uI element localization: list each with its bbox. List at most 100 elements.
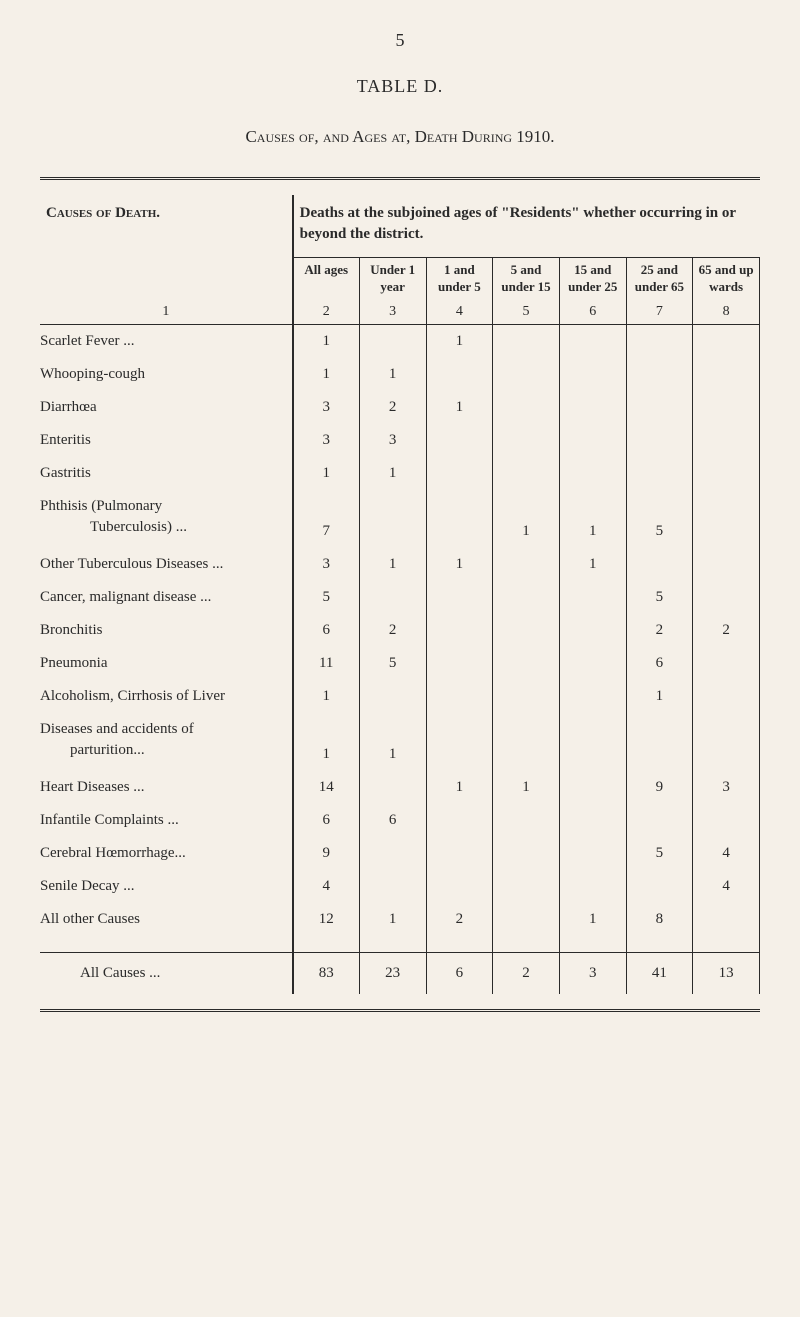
data-cell [359, 713, 426, 738]
cause-label: Whooping-cough [40, 358, 293, 391]
data-cell [359, 490, 426, 515]
table-row: Senile Decay ... 4 4 [40, 870, 760, 903]
bottom-double-rule [40, 1009, 760, 1012]
data-cell [693, 713, 760, 738]
table-row: Heart Diseases ... 14 1 1 9 3 [40, 771, 760, 804]
data-cell [693, 581, 760, 614]
cause-label: Senile Decay ... [40, 870, 293, 903]
data-cell [559, 391, 626, 424]
data-cell: 5 [626, 515, 693, 548]
cause-label: Other Tuberculous Diseases ... [40, 548, 293, 581]
data-cell: 11 [293, 647, 360, 680]
data-cell [626, 738, 693, 771]
data-cell [626, 391, 693, 424]
data-cell: 5 [359, 647, 426, 680]
cause-label: Bronchitis [40, 614, 293, 647]
table-row: All other Causes 12 1 2 1 8 [40, 903, 760, 936]
data-cell: 1 [559, 548, 626, 581]
cause-label: Diseases and accidents of [40, 713, 293, 738]
data-cell: 3 [293, 391, 360, 424]
data-cell: 2 [626, 614, 693, 647]
table-row: Phthisis (Pulmonary [40, 490, 760, 515]
totals-row: All Causes ... 83 23 6 2 3 41 13 [40, 952, 760, 994]
data-cell [359, 870, 426, 903]
data-cell: 12 [293, 903, 360, 936]
causes-of-death-header: Causes of Death. [40, 195, 293, 300]
data-cell [626, 457, 693, 490]
data-cell [426, 490, 493, 515]
data-cell [493, 903, 560, 936]
totals-cell: 83 [293, 952, 360, 994]
age-header-all: All ages [293, 258, 360, 300]
data-cell [626, 870, 693, 903]
data-cell: 3 [293, 424, 360, 457]
data-cell [493, 548, 560, 581]
data-cell [693, 647, 760, 680]
data-cell [426, 713, 493, 738]
data-cell: 5 [626, 837, 693, 870]
table-row: Tuberculosis) ... 7 1 1 5 [40, 515, 760, 548]
cause-label: Alcoholism, Cirrhosis of Liver [40, 680, 293, 713]
data-cell [559, 771, 626, 804]
data-cell: 1 [559, 515, 626, 548]
cause-label: Scarlet Fever ... [40, 324, 293, 358]
data-cell [559, 490, 626, 515]
totals-cell: 13 [693, 952, 760, 994]
page-number: 5 [40, 30, 760, 51]
data-cell: 4 [693, 837, 760, 870]
data-cell [493, 870, 560, 903]
table-subtitle: Causes of, and Ages at, Death During 191… [40, 127, 760, 147]
table-row: Infantile Complaints ... 6 6 [40, 804, 760, 837]
data-cell [426, 457, 493, 490]
table-row: Other Tuberculous Diseases ... 3 1 1 1 [40, 548, 760, 581]
data-cell [559, 424, 626, 457]
data-cell [493, 713, 560, 738]
data-cell: 1 [359, 903, 426, 936]
data-cell [493, 358, 560, 391]
table-row: Cancer, malignant disease ... 5 5 [40, 581, 760, 614]
totals-cell: 6 [426, 952, 493, 994]
data-cell [293, 490, 360, 515]
cause-label: Tuberculosis) ... [40, 515, 293, 548]
data-cell [626, 324, 693, 358]
data-cell: 1 [493, 515, 560, 548]
data-cell: 1 [293, 324, 360, 358]
data-cell [426, 614, 493, 647]
totals-cell: 41 [626, 952, 693, 994]
data-cell: 9 [626, 771, 693, 804]
col-num-3: 3 [359, 300, 426, 325]
death-causes-table: Causes of Death. Deaths at the subjoined… [40, 195, 760, 994]
data-cell [693, 903, 760, 936]
data-cell: 1 [426, 324, 493, 358]
data-cell [559, 837, 626, 870]
col-num-7: 7 [626, 300, 693, 325]
age-header-1to5: 1 and under 5 [426, 258, 493, 300]
table-row: Diarrhœa 3 2 1 [40, 391, 760, 424]
cause-label: Infantile Complaints ... [40, 804, 293, 837]
totals-label: All Causes ... [40, 952, 293, 994]
data-cell: 3 [693, 771, 760, 804]
data-cell [693, 358, 760, 391]
cause-label: Gastritis [40, 457, 293, 490]
data-cell [426, 680, 493, 713]
data-cell: 1 [426, 771, 493, 804]
table-row: Pneumonia 11 5 6 [40, 647, 760, 680]
data-cell [493, 647, 560, 680]
data-cell [359, 581, 426, 614]
table-row: Whooping-cough 1 1 [40, 358, 760, 391]
data-cell [426, 581, 493, 614]
col-num-6: 6 [559, 300, 626, 325]
data-cell [493, 457, 560, 490]
data-cell [626, 713, 693, 738]
data-cell: 6 [293, 614, 360, 647]
table-row: Diseases and accidents of [40, 713, 760, 738]
data-cell: 1 [426, 391, 493, 424]
data-cell [493, 680, 560, 713]
data-cell [626, 424, 693, 457]
header-description: Deaths at the subjoined ages of "Residen… [293, 195, 760, 258]
data-cell [493, 804, 560, 837]
data-cell [359, 771, 426, 804]
data-cell: 1 [359, 358, 426, 391]
data-cell [426, 647, 493, 680]
data-cell [693, 457, 760, 490]
